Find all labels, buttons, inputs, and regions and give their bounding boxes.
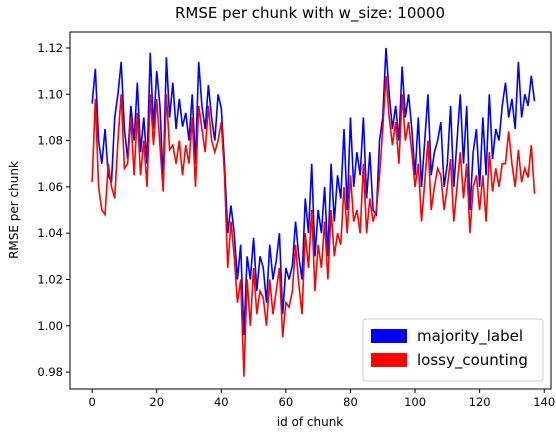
x-tick-label: 120 xyxy=(469,395,491,409)
y-tick-label: 1.10 xyxy=(37,87,63,101)
x-tick-label: 140 xyxy=(533,395,555,409)
y-tick-label: 1.02 xyxy=(37,272,63,286)
y-tick-label: 1.12 xyxy=(37,41,63,55)
x-axis-label: id of chunk xyxy=(277,415,344,429)
plot-frame xyxy=(69,31,552,390)
y-tick-label: 1.04 xyxy=(37,226,63,240)
x-tick-label: 0 xyxy=(88,395,95,409)
legend-box xyxy=(362,318,544,382)
y-axis-label: RMSE per chunk xyxy=(7,161,21,259)
y-tick-label: 1.08 xyxy=(37,134,63,148)
y-tick-label: 1.06 xyxy=(37,180,63,194)
legend: majority_label lossy_counting xyxy=(362,318,544,382)
legend-swatch xyxy=(371,353,407,367)
data-line xyxy=(91,75,536,377)
x-tick-label: 100 xyxy=(404,395,426,409)
y-tick-label: 1.00 xyxy=(37,319,63,333)
legend-swatch xyxy=(371,329,407,343)
x-tick-label: 80 xyxy=(343,395,358,409)
x-tick-label: 20 xyxy=(149,395,164,409)
legend-label: lossy_counting xyxy=(417,351,528,370)
x-tick-label: 40 xyxy=(214,395,229,409)
y-tick-label: 0.98 xyxy=(37,365,63,379)
data-line xyxy=(91,47,536,336)
x-tick-label: 60 xyxy=(279,395,294,409)
chart-title: RMSE per chunk with w_size: 10000 xyxy=(175,4,445,23)
legend-label: majority_label xyxy=(417,327,523,346)
